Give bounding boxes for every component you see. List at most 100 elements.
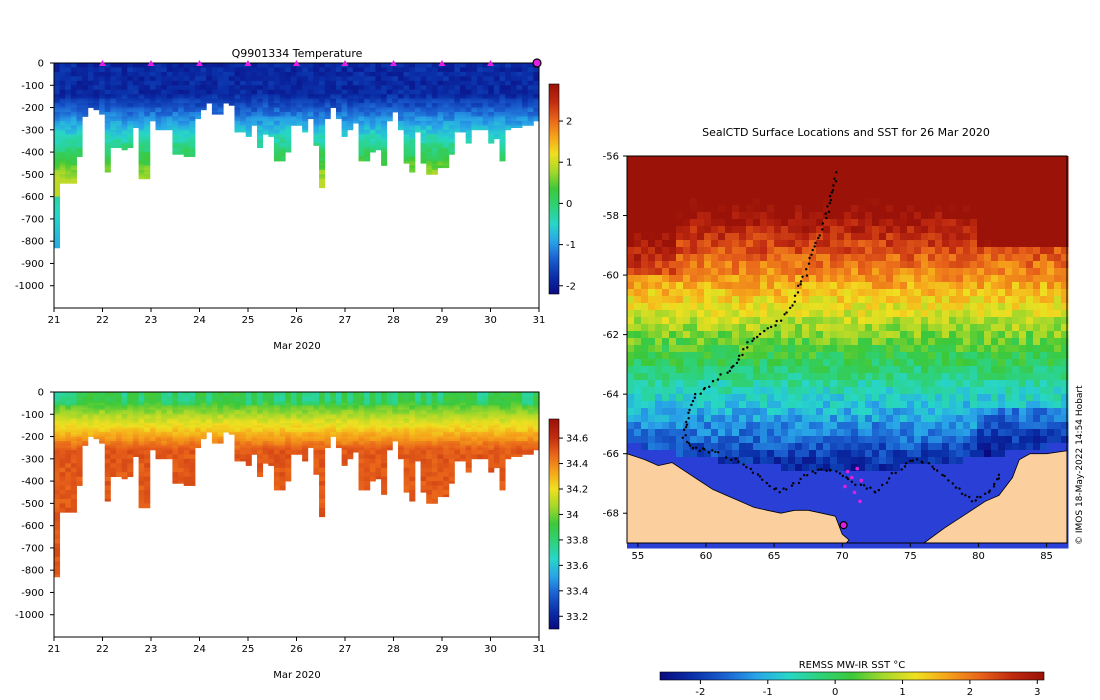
- section-cell: [149, 76, 156, 79]
- section-cell: [70, 478, 77, 482]
- section-cell: [104, 478, 111, 482]
- section-cell: [268, 394, 275, 397]
- section-cell: [488, 89, 495, 93]
- section-cell: [268, 416, 275, 420]
- section-cell: [364, 83, 371, 86]
- section-cell: [200, 427, 207, 431]
- section-cell: [403, 125, 410, 128]
- section-cell: [437, 114, 444, 117]
- section-cell: [482, 65, 489, 68]
- section-cell: [59, 416, 66, 420]
- section-cell: [200, 67, 207, 71]
- section-cell: [290, 107, 297, 111]
- section-cell: [307, 63, 314, 66]
- section-cell: [460, 96, 467, 100]
- section-cell: [189, 458, 196, 462]
- section-cell: [273, 134, 280, 137]
- section-cell: [352, 83, 359, 86]
- section-cell: [54, 241, 61, 244]
- section-cell: [99, 105, 106, 108]
- section-cell: [460, 107, 467, 111]
- section-cell: [426, 140, 433, 144]
- section-cell: [127, 138, 134, 142]
- section-cell: [319, 458, 326, 462]
- section-cell: [240, 400, 247, 404]
- section-cell: [375, 136, 382, 140]
- section-cell: [437, 89, 444, 93]
- section-cell: [505, 67, 512, 71]
- section-cell: [420, 91, 427, 95]
- section-cell: [70, 114, 77, 117]
- section-cell: [302, 412, 309, 415]
- section-cell: [426, 147, 433, 151]
- section-cell: [132, 452, 139, 455]
- section-cell: [352, 429, 359, 433]
- section-cell: [448, 149, 455, 153]
- section-cell: [245, 420, 252, 424]
- section-cell: [228, 65, 235, 68]
- section-cell: [144, 87, 151, 91]
- section-cell: [313, 140, 320, 144]
- section-cell: [245, 91, 252, 95]
- section-cell: [426, 63, 433, 66]
- section-cell: [144, 145, 151, 149]
- section-cell: [443, 114, 450, 117]
- section-cell: [358, 65, 365, 68]
- section-cell: [116, 76, 123, 79]
- section-cell: [59, 112, 66, 115]
- section-cell: [262, 416, 269, 420]
- section-cell: [505, 96, 512, 100]
- section-cell: [341, 438, 348, 442]
- section-cell: [375, 129, 382, 133]
- section-cell: [488, 109, 495, 113]
- section-cell: [409, 154, 416, 157]
- section-cell: [476, 80, 484, 84]
- section-cell: [381, 63, 388, 66]
- section-cell: [476, 103, 484, 106]
- section-cell: [364, 112, 371, 115]
- section-cell: [460, 85, 467, 88]
- section-cell: [183, 398, 190, 402]
- section-cell: [54, 205, 61, 209]
- section-cell: [420, 120, 427, 124]
- section-cell: [166, 414, 173, 417]
- section-cell: [54, 236, 61, 240]
- section-cell: [499, 118, 506, 122]
- section-cell: [437, 98, 444, 102]
- section-cell: [364, 118, 371, 122]
- section-cell: [341, 112, 348, 115]
- section-cell: [87, 396, 94, 400]
- section-cell: [116, 123, 123, 126]
- section-cell: [482, 127, 489, 131]
- section-cell: [166, 127, 173, 131]
- section-cell: [420, 71, 427, 75]
- section-cell: [262, 80, 269, 84]
- section-cell: [493, 132, 500, 135]
- section-cell: [194, 85, 202, 88]
- section-cell: [319, 427, 326, 431]
- section-cell: [493, 91, 500, 95]
- section-cell: [99, 412, 106, 415]
- section-cell: [420, 78, 427, 82]
- section-cell: [54, 427, 61, 431]
- section-cell: [347, 89, 354, 93]
- section-cell: [70, 134, 77, 137]
- section-cell: [59, 394, 66, 397]
- section-cell: [82, 109, 89, 113]
- section-cell: [116, 65, 123, 68]
- section-cell: [59, 498, 66, 502]
- section-cell: [116, 449, 123, 453]
- section-cell: [324, 71, 331, 75]
- section-cell: [240, 114, 247, 117]
- section-cell: [144, 423, 151, 426]
- section-cell: [319, 452, 326, 455]
- section-cell: [319, 147, 326, 151]
- section-cell: [516, 78, 523, 82]
- section-cell: [471, 120, 478, 124]
- section-cell: [138, 432, 145, 435]
- section-cell: [420, 65, 427, 68]
- section-cell: [59, 167, 66, 171]
- section-cell: [178, 91, 185, 95]
- section-cell: [59, 125, 66, 128]
- section-cell: [313, 452, 320, 455]
